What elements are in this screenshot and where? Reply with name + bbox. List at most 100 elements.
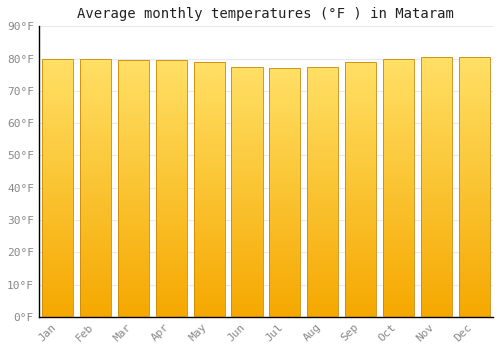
Bar	[458, 196, 490, 200]
Bar	[383, 222, 414, 226]
Bar	[194, 62, 224, 317]
Bar	[42, 127, 74, 132]
Bar	[345, 96, 376, 100]
Bar	[345, 117, 376, 121]
Bar	[421, 152, 452, 156]
Bar	[80, 67, 111, 71]
Bar	[194, 70, 224, 75]
Bar	[156, 265, 187, 270]
Bar	[421, 243, 452, 247]
Bar	[270, 197, 300, 201]
Bar	[307, 275, 338, 279]
Bar	[194, 147, 224, 151]
Bar	[80, 248, 111, 252]
Bar	[80, 270, 111, 274]
Bar	[80, 145, 111, 149]
Bar	[345, 79, 376, 83]
Bar	[307, 279, 338, 284]
Bar	[458, 57, 490, 317]
Bar	[307, 300, 338, 304]
Bar	[156, 163, 187, 167]
Bar	[118, 278, 149, 282]
Bar	[458, 282, 490, 287]
Bar	[156, 188, 187, 193]
Bar	[232, 167, 262, 171]
Bar	[345, 75, 376, 79]
Bar	[232, 271, 262, 275]
Title: Average monthly temperatures (°F ) in Mataram: Average monthly temperatures (°F ) in Ma…	[78, 7, 454, 21]
Bar	[80, 63, 111, 67]
Bar	[232, 279, 262, 284]
Bar	[421, 96, 452, 100]
Bar	[458, 92, 490, 96]
Bar	[270, 217, 300, 222]
Bar	[42, 97, 74, 102]
Bar	[307, 313, 338, 317]
Bar	[156, 240, 187, 244]
Bar	[42, 291, 74, 295]
Bar	[421, 83, 452, 87]
Bar	[232, 208, 262, 212]
Bar	[118, 172, 149, 176]
Bar	[270, 304, 300, 308]
Bar	[194, 313, 224, 317]
Bar	[42, 76, 74, 80]
Bar	[42, 175, 74, 179]
Bar	[345, 189, 376, 194]
Bar	[42, 248, 74, 252]
Bar	[458, 152, 490, 156]
Bar	[156, 274, 187, 278]
Bar	[80, 93, 111, 97]
Bar	[42, 226, 74, 231]
Bar	[80, 214, 111, 218]
Bar	[232, 158, 262, 162]
Bar	[270, 80, 300, 85]
Bar	[118, 163, 149, 167]
Bar	[80, 158, 111, 162]
Bar	[458, 278, 490, 282]
Bar	[42, 201, 74, 205]
Bar	[194, 117, 224, 121]
Bar	[458, 131, 490, 135]
Bar	[270, 184, 300, 188]
Bar	[383, 145, 414, 149]
Bar	[421, 273, 452, 278]
Bar	[232, 296, 262, 300]
Bar	[307, 100, 338, 104]
Bar	[458, 213, 490, 217]
Bar	[345, 228, 376, 232]
Bar	[307, 242, 338, 246]
Bar	[194, 270, 224, 274]
Bar	[194, 198, 224, 202]
Bar	[307, 258, 338, 262]
Bar	[270, 222, 300, 226]
Bar	[194, 295, 224, 300]
Bar	[421, 144, 452, 148]
Bar	[42, 270, 74, 274]
Bar	[118, 141, 149, 146]
Bar	[118, 188, 149, 193]
Bar	[232, 212, 262, 217]
Bar	[118, 120, 149, 124]
Bar	[421, 286, 452, 291]
Bar	[383, 149, 414, 153]
Bar	[458, 178, 490, 183]
Bar	[458, 308, 490, 313]
Bar	[42, 222, 74, 226]
Bar	[118, 240, 149, 244]
Bar	[383, 58, 414, 63]
Bar	[307, 167, 338, 171]
Bar	[421, 165, 452, 169]
Bar	[345, 283, 376, 287]
Bar	[156, 146, 187, 150]
Bar	[194, 189, 224, 194]
Bar	[42, 102, 74, 106]
Bar	[194, 172, 224, 176]
Bar	[194, 66, 224, 70]
Bar	[156, 223, 187, 227]
Bar	[80, 235, 111, 239]
Bar	[345, 104, 376, 108]
Bar	[270, 163, 300, 168]
Bar	[458, 273, 490, 278]
Bar	[42, 114, 74, 119]
